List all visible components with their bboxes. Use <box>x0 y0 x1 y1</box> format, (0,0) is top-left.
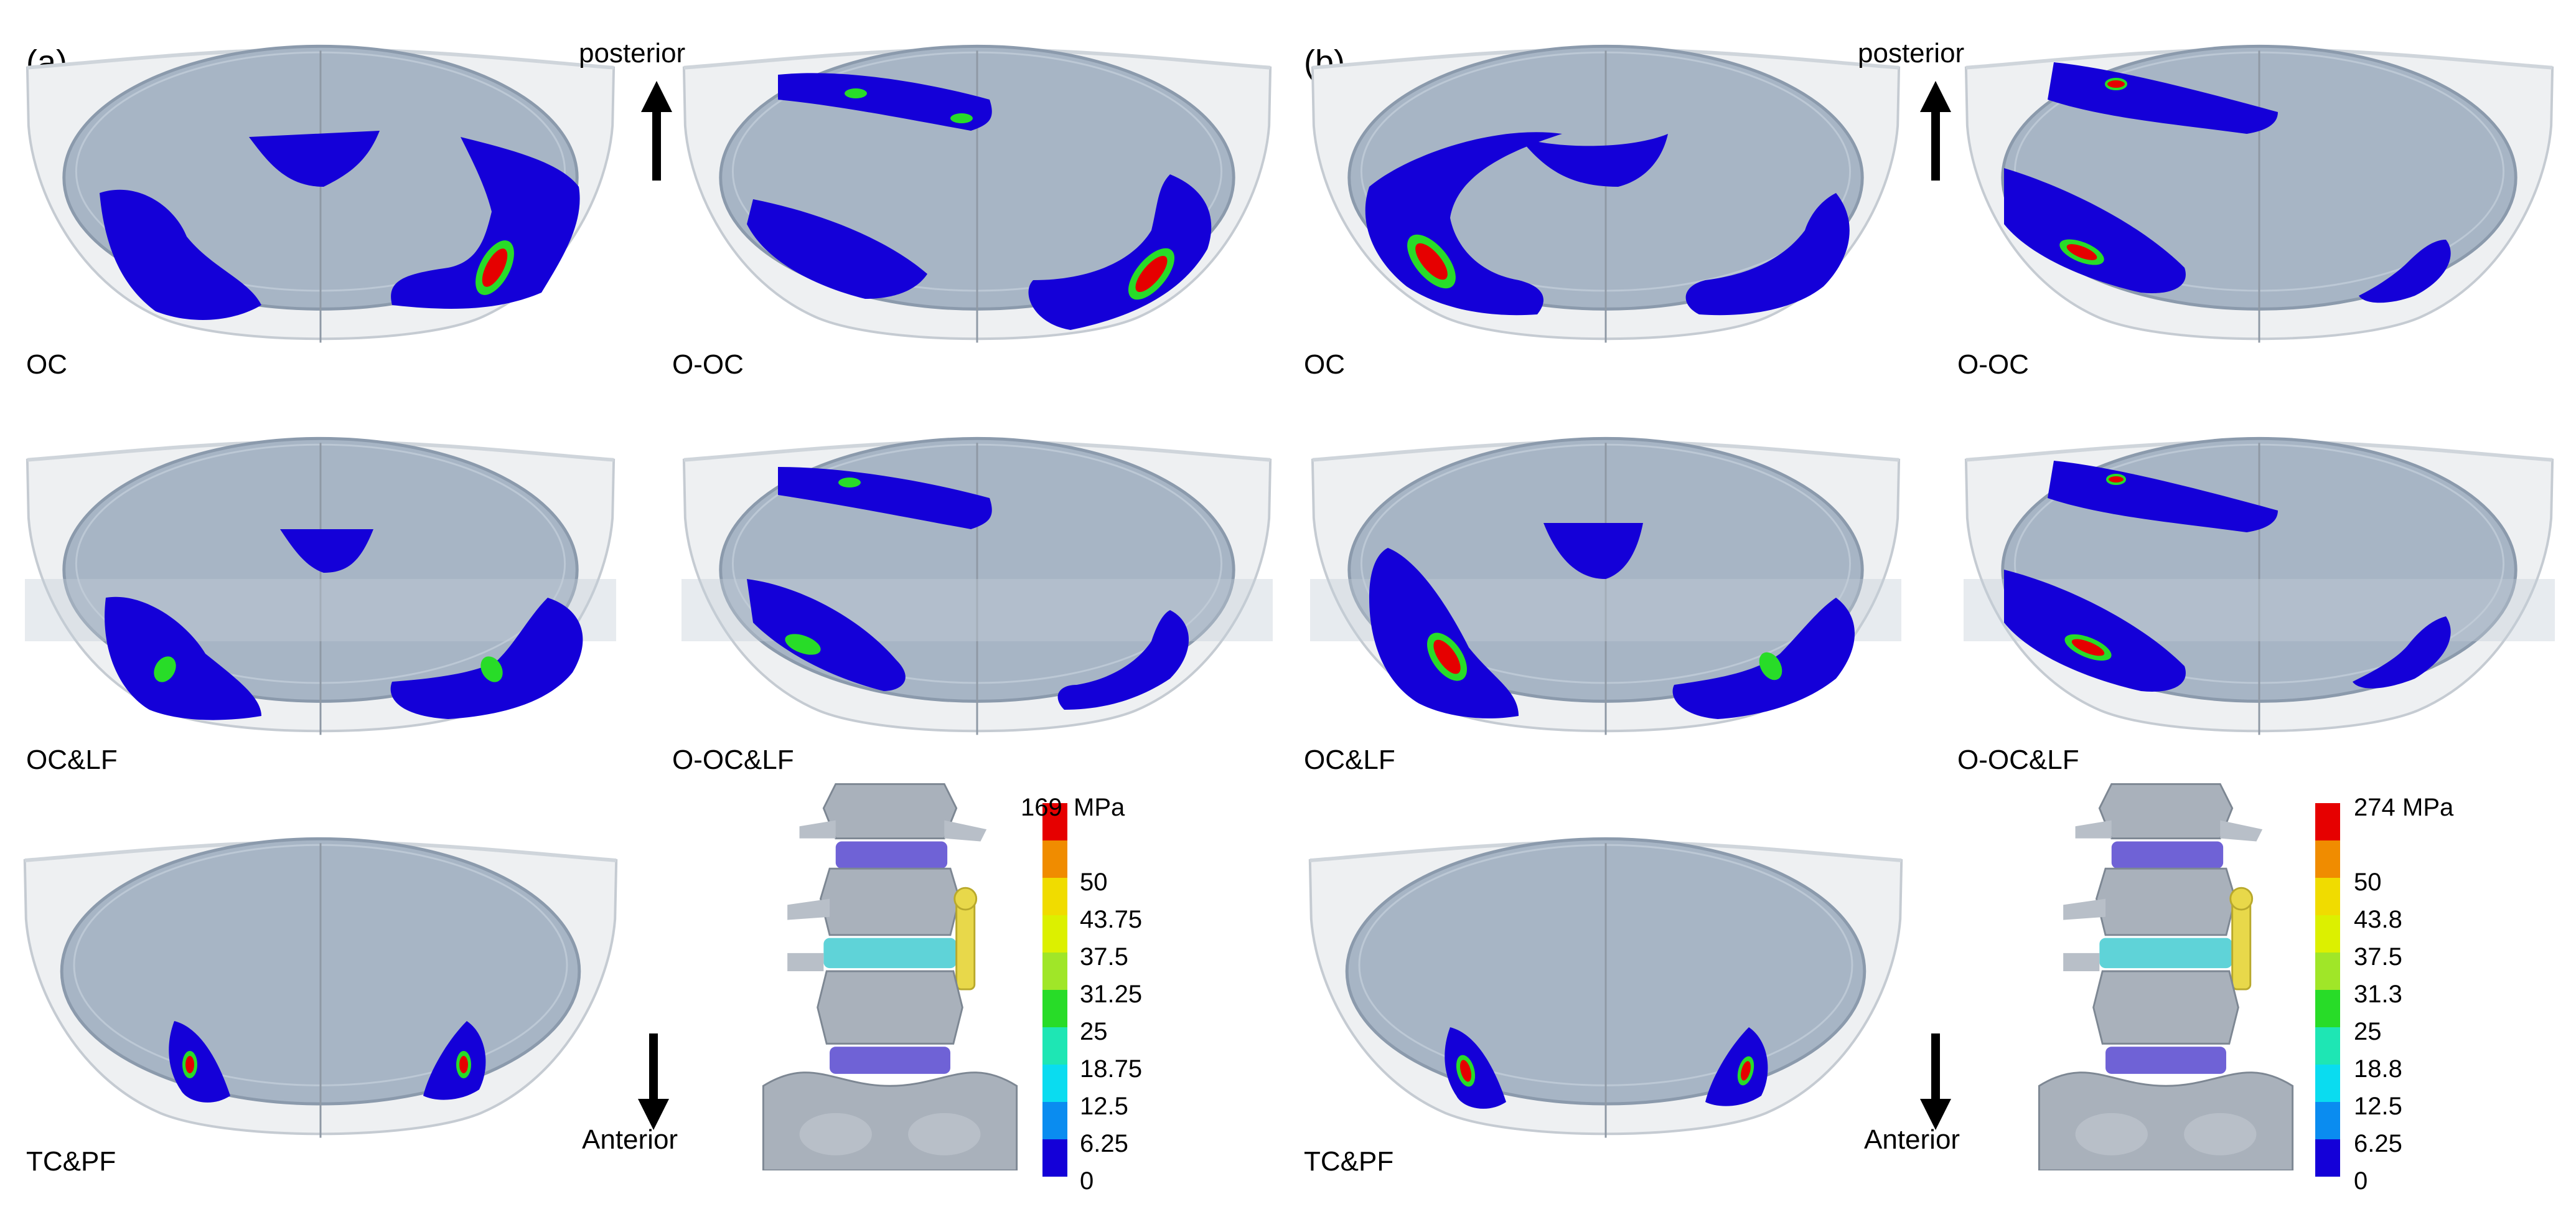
cbB-swatch-7 <box>2315 1065 2340 1102</box>
colorbar-b-tick-37.5: 37.5 <box>2354 943 2402 971</box>
cbA-swatch-8 <box>1042 1102 1067 1139</box>
colorbar-b-swatches <box>2315 803 2340 1177</box>
tray-a-oclf <box>25 438 616 735</box>
case-label-a-oclf: OC&LF <box>26 745 118 775</box>
colorbar-a-unit: MPa <box>1074 794 1125 821</box>
cbA-swatch-9 <box>1042 1139 1067 1177</box>
anterior-arrow-icon-a <box>638 1033 669 1130</box>
colorbar-a-tick-31.25: 31.25 <box>1080 981 1142 1008</box>
cbA-swatch-1 <box>1042 840 1067 878</box>
colorbar-a-tick-6.25: 6.25 <box>1080 1130 1128 1157</box>
case-label-b-tcpf: TC&PF <box>1304 1146 1393 1177</box>
anterior-arrow-icon-b <box>1920 1033 1951 1130</box>
colorbar-a-tick-12.5: 12.5 <box>1080 1093 1128 1120</box>
colorbar-a-tick-0: 0 <box>1080 1167 1094 1195</box>
case-label-a-ooc: O-OC <box>672 349 744 380</box>
colorbar-a-tick-25: 25 <box>1080 1018 1108 1045</box>
colorbar-b-tick-25: 25 <box>2354 1018 2382 1045</box>
colorbar-a-tick-43.75: 43.75 <box>1080 906 1142 933</box>
tray-b-oclf <box>1310 438 1901 735</box>
tray-b-ooc <box>1966 46 2552 342</box>
cbA-swatch-2 <box>1042 878 1067 915</box>
colorbar-b-tick-50: 50 <box>2354 868 2382 896</box>
cbB-swatch-4 <box>2315 953 2340 990</box>
cbA-swatch-0 <box>1042 803 1067 840</box>
colorbar-a-tick-37.5: 37.5 <box>1080 943 1128 971</box>
case-label-a-ooclf: O-OC&LF <box>672 745 794 775</box>
colorbar-a: MPa 0 6.25 12.5 18.75 25 31.25 37.5 43.7… <box>1021 794 1142 1195</box>
posterior-arrow-icon-a <box>641 81 672 181</box>
colorbar-b-tick-31.3: 31.3 <box>2354 981 2402 1008</box>
cbA-swatch-5 <box>1042 990 1067 1027</box>
colorbar-a-tick-18.75: 18.75 <box>1080 1055 1142 1083</box>
cbB-swatch-5 <box>2315 990 2340 1027</box>
case-label-b-oc: OC <box>1304 349 1345 380</box>
tray-a-tcpf <box>25 839 616 1137</box>
case-label-a-oc: OC <box>26 349 67 380</box>
posterior-arrow-icon-b <box>1920 81 1951 181</box>
case-label-b-ooc: O-OC <box>1957 349 2029 380</box>
colorbar-a-tick-max: 169 <box>1021 794 1062 821</box>
spine-model-a <box>762 783 1018 1170</box>
tray-b-tcpf <box>1310 839 1901 1137</box>
colorbar-b-tick-12.5: 12.5 <box>2354 1093 2402 1120</box>
cbA-swatch-6 <box>1042 1027 1067 1065</box>
direction-posterior-b: posterior <box>1858 38 1964 68</box>
cbB-swatch-8 <box>2315 1102 2340 1139</box>
colorbar-b-tick-max: 274 <box>2354 794 2396 821</box>
direction-anterior-b: Anterior <box>1864 1124 1960 1155</box>
cbA-swatch-4 <box>1042 953 1067 990</box>
colorbar-b-tick-6.25: 6.25 <box>2354 1130 2402 1157</box>
case-label-b-oclf: OC&LF <box>1304 745 1395 775</box>
cbB-swatch-9 <box>2315 1139 2340 1177</box>
tray-a-ooc <box>684 46 1270 342</box>
colorbar-b-unit: MPa <box>2402 794 2454 821</box>
cbA-swatch-7 <box>1042 1065 1067 1102</box>
tray-a-oc <box>27 46 614 342</box>
tray-a-ooclf <box>681 438 1273 735</box>
cbB-swatch-0 <box>2315 803 2340 840</box>
case-label-b-ooclf: O-OC&LF <box>1957 745 2079 775</box>
cbB-swatch-3 <box>2315 915 2340 953</box>
tray-b-oc <box>1313 46 1899 342</box>
panel-b: (b) OC O-OC posterior <box>1304 38 2555 1195</box>
panel-a: (a) OC O-OC posterior <box>25 38 1273 1195</box>
cbB-swatch-1 <box>2315 840 2340 878</box>
direction-anterior-a: Anterior <box>582 1124 678 1155</box>
cbB-swatch-2 <box>2315 878 2340 915</box>
colorbar-b-tick-18.8: 18.8 <box>2354 1055 2402 1083</box>
colorbar-b-tick-0: 0 <box>2354 1167 2368 1195</box>
colorbar-b: MPa 0 6.25 12.5 18.8 25 31.3 37.5 43.8 5… <box>2315 794 2454 1195</box>
cbA-swatch-3 <box>1042 915 1067 953</box>
colorbar-a-swatches <box>1042 803 1067 1177</box>
tray-b-ooclf <box>1964 438 2555 735</box>
colorbar-a-tick-50: 50 <box>1080 868 1108 896</box>
cbB-swatch-6 <box>2315 1027 2340 1065</box>
spine-model-b <box>2038 783 2294 1170</box>
direction-posterior-a: posterior <box>579 38 685 68</box>
colorbar-b-tick-43.8: 43.8 <box>2354 906 2402 933</box>
case-label-a-tcpf: TC&PF <box>26 1146 116 1177</box>
